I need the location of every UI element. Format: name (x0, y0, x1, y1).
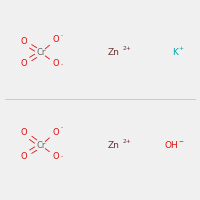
Text: O: O (20, 59, 27, 68)
Text: K: K (172, 48, 178, 57)
Text: -: - (61, 33, 63, 38)
Text: O: O (52, 35, 59, 44)
Text: −: − (178, 139, 183, 144)
Text: Zn: Zn (108, 48, 120, 57)
Text: OH: OH (164, 141, 178, 150)
Text: O: O (52, 152, 59, 161)
Text: -: - (61, 155, 63, 160)
Text: 2+: 2+ (122, 139, 131, 144)
Text: -: - (61, 62, 63, 67)
Text: O: O (52, 59, 59, 68)
Text: +: + (178, 46, 183, 51)
Text: -: - (61, 126, 63, 131)
Text: O: O (20, 128, 27, 137)
Text: O: O (52, 128, 59, 137)
Text: O: O (20, 37, 27, 46)
Text: 2+: 2+ (122, 46, 131, 51)
Text: O: O (20, 152, 27, 161)
Text: Cr: Cr (36, 141, 46, 150)
Text: Cr: Cr (36, 48, 46, 57)
Text: Zn: Zn (108, 141, 120, 150)
